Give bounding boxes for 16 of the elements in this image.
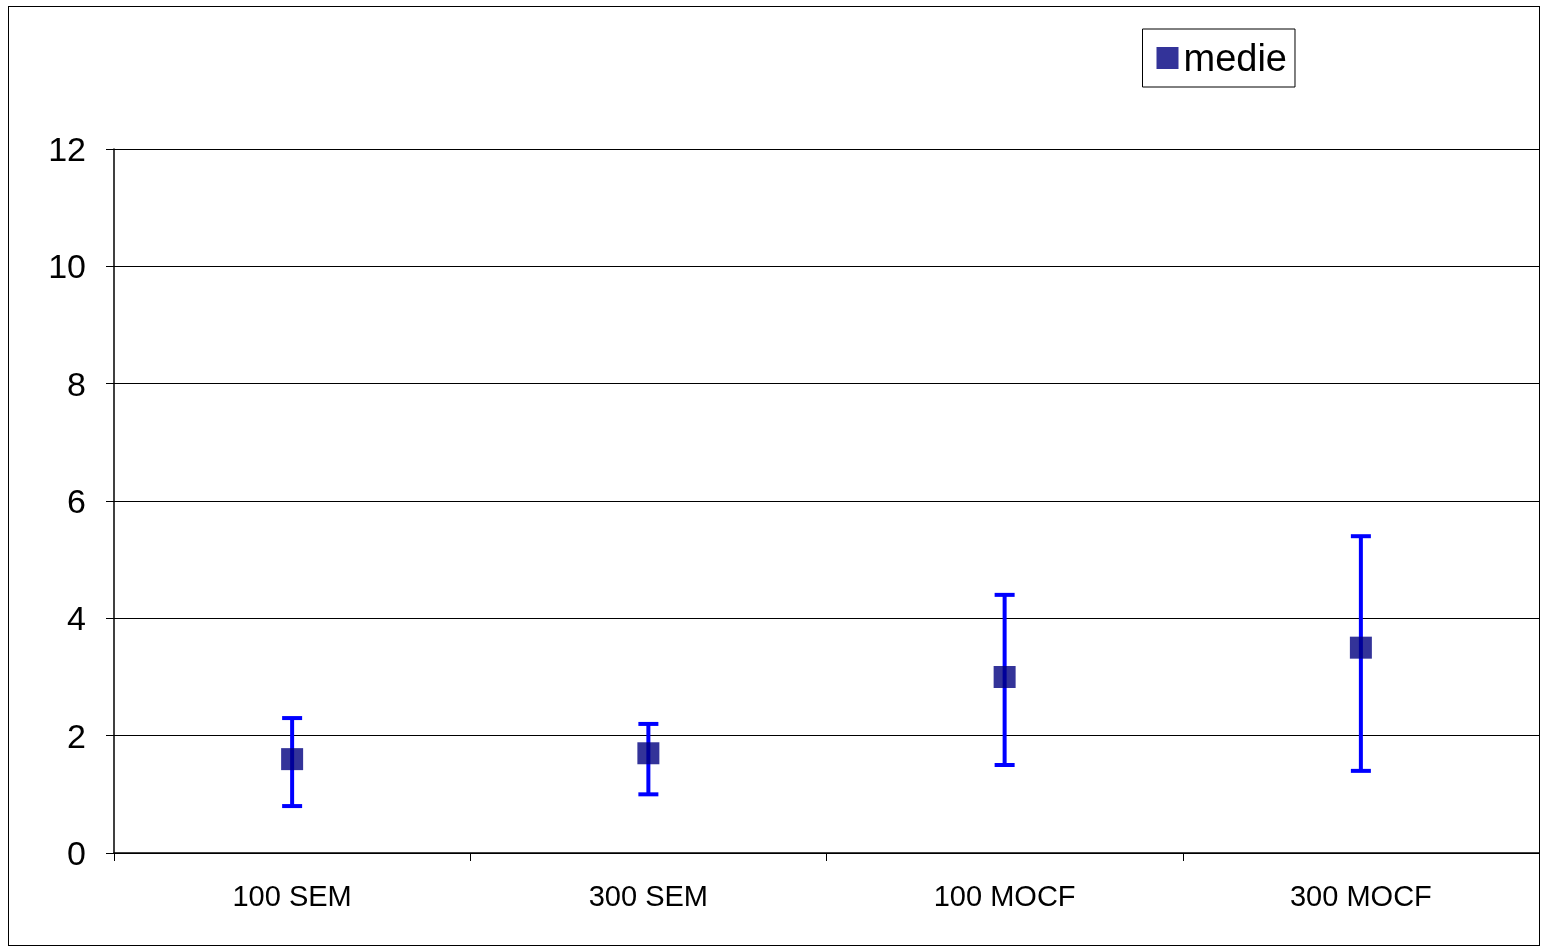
x-tick-label: 300 SEM [588, 879, 709, 912]
y-tick-label: 2 [67, 716, 86, 755]
point [637, 742, 660, 765]
point [281, 748, 304, 771]
y-tick-label: 10 [48, 247, 86, 286]
y-tick-label: 0 [67, 834, 86, 872]
point [993, 666, 1016, 688]
y-tick-label: 6 [67, 482, 86, 520]
legend-label: medie [1183, 37, 1287, 79]
point [1349, 636, 1372, 659]
x-tick-label: 100 MOCF [933, 879, 1076, 912]
x-tick-label: 300 MOCF [1289, 879, 1432, 912]
y-tick-label: 8 [67, 364, 86, 403]
y-tick-label: 12 [48, 130, 86, 168]
y-tick-label: 4 [67, 599, 86, 638]
x-tick-label: 100 SEM [232, 879, 352, 912]
